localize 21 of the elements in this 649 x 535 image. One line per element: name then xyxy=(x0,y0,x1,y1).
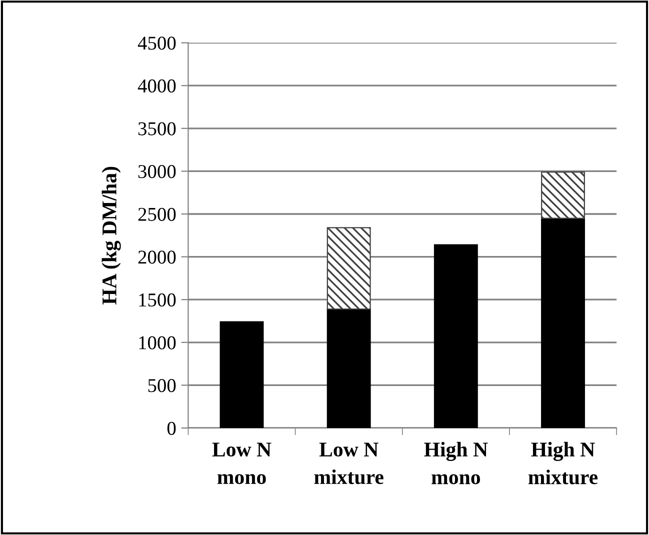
y-axis-title: HA (kg DM/ha) xyxy=(102,166,121,304)
bar xyxy=(326,308,371,428)
bar xyxy=(541,218,585,428)
x-tick-label: Low N mixture xyxy=(314,442,384,484)
y-tick-label: 1500 xyxy=(139,293,176,307)
y-tick-label: 2000 xyxy=(138,250,176,264)
y-tick-label: 500 xyxy=(148,379,176,392)
x-tick-label: High N mixture xyxy=(528,442,598,484)
y-tick-label: 0 xyxy=(167,422,176,435)
bar xyxy=(220,321,264,428)
y-tick-label: 2500 xyxy=(138,208,176,221)
bar xyxy=(541,172,585,219)
y-tick-label: 3500 xyxy=(138,122,176,136)
y-tick-label: 4500 xyxy=(138,36,176,50)
bar xyxy=(326,227,371,310)
y-tick-label: 1000 xyxy=(139,336,176,350)
y-tick-label: 4000 xyxy=(138,79,176,93)
bar xyxy=(434,244,478,428)
x-tick-label: Low N mono xyxy=(212,442,272,484)
y-tick-label: 3000 xyxy=(138,165,176,178)
x-tick-label: High N mono xyxy=(424,442,488,484)
